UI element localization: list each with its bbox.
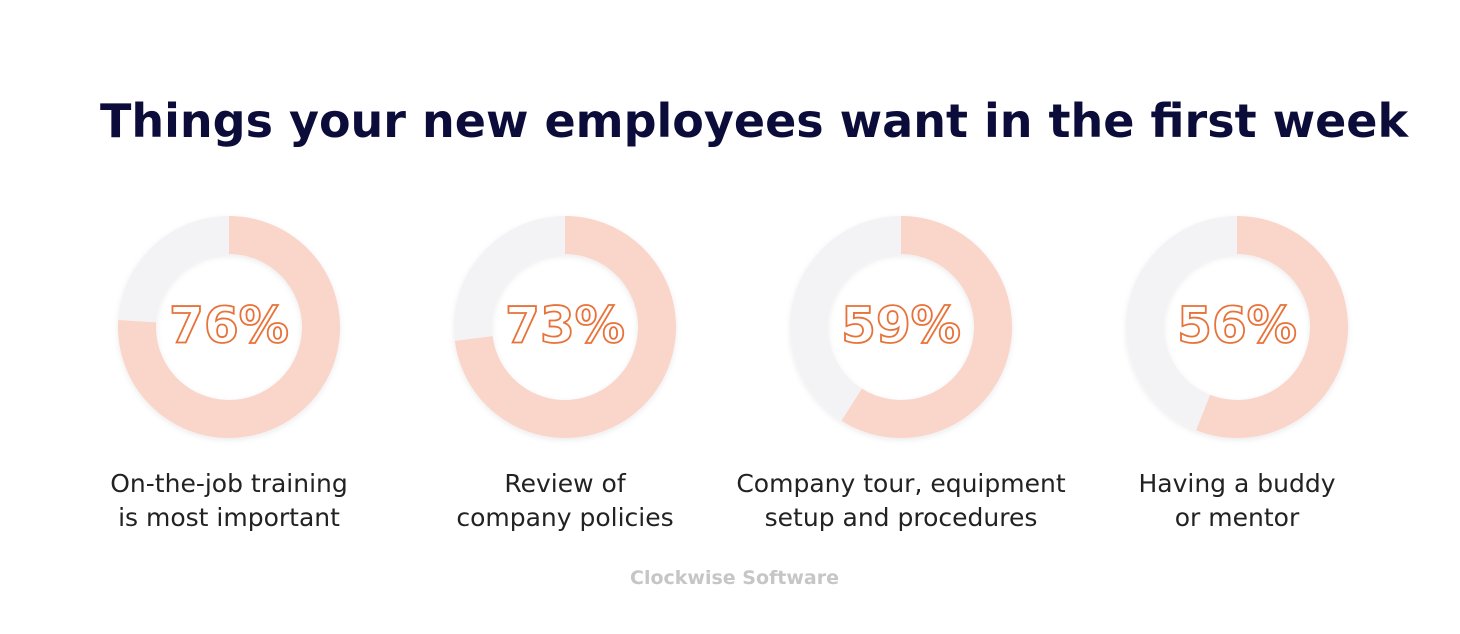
category-label: is most important [118, 503, 340, 532]
value-label: 73% [505, 297, 625, 355]
value-label: 56% [1177, 297, 1297, 355]
category-label: Having a buddy [1138, 469, 1335, 498]
donut-segment [841, 216, 1012, 438]
watermark: Clockwise Software [630, 567, 839, 589]
value-label: 59% [841, 297, 961, 355]
category-label: Review of [504, 469, 626, 498]
category-label: setup and procedures [765, 503, 1038, 532]
donut-segment [118, 216, 340, 438]
category-label: company policies [456, 503, 673, 532]
value-label: 76% [169, 297, 289, 355]
donut-segment [1196, 216, 1348, 438]
category-label: or mentor [1175, 503, 1300, 532]
category-label: On-the-job training [110, 469, 348, 498]
chart-title: Things your new employees want in the fi… [100, 94, 1409, 148]
donut-segment [454, 216, 676, 438]
category-label: Company tour, equipment [736, 469, 1065, 498]
